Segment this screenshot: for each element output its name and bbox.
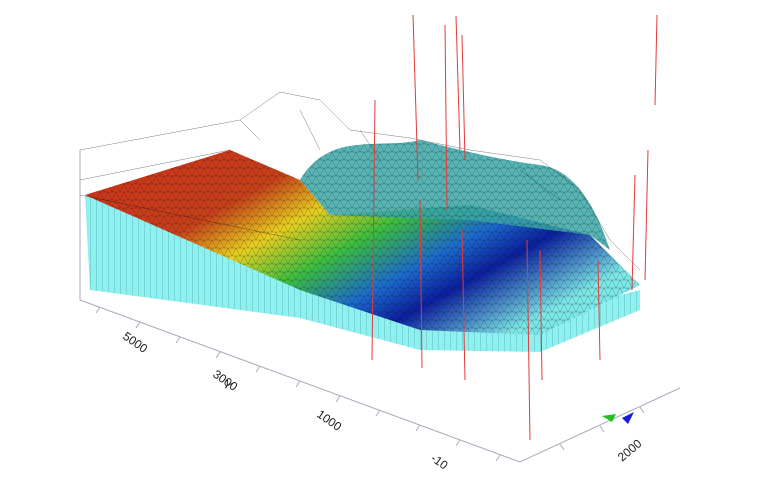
wells xyxy=(371,14,658,441)
well xyxy=(631,174,636,291)
well xyxy=(419,199,423,369)
well xyxy=(371,99,376,361)
model xyxy=(79,91,641,352)
well xyxy=(539,249,543,381)
marker-green xyxy=(602,414,616,422)
well xyxy=(526,239,531,441)
well xyxy=(412,14,419,181)
surface-mesh xyxy=(85,150,640,335)
well xyxy=(444,24,448,211)
well xyxy=(461,34,466,161)
wireframe xyxy=(79,91,641,271)
marker-blue xyxy=(622,412,634,424)
x-tick-label: 2000 xyxy=(615,436,645,464)
axes xyxy=(79,150,681,463)
well xyxy=(455,15,461,151)
y-tick-label: -10 xyxy=(428,451,451,473)
y-tick-label: 1000 xyxy=(314,407,344,434)
axis-ticks xyxy=(95,306,645,462)
upper-mesh xyxy=(300,140,610,250)
labels: 5000 3000 Y 1000 -10 2000 xyxy=(120,329,644,473)
well xyxy=(597,259,601,361)
y-tick-label: 5000 xyxy=(120,329,150,356)
well xyxy=(654,14,658,106)
well xyxy=(461,229,466,381)
orientation-marker xyxy=(602,412,634,424)
well xyxy=(644,149,649,281)
